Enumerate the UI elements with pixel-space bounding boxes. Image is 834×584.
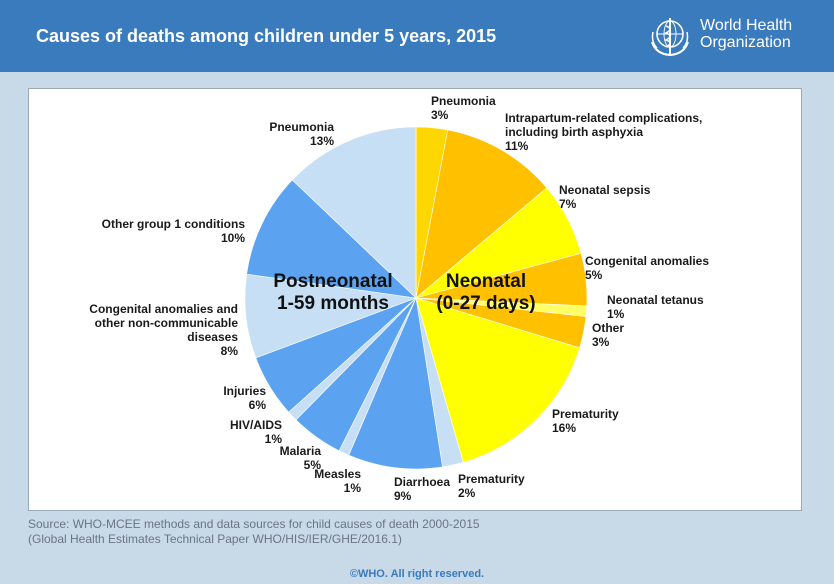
chart-panel: Pneumonia 3% Intrapartum-related complicat…: [28, 88, 802, 511]
slice-name-label: Malaria: [280, 444, 322, 458]
slice-value-label: 5%: [304, 458, 322, 472]
who-emblem-icon: [651, 18, 689, 57]
slice-value-label: 3%: [592, 335, 610, 349]
pie-slice: [415, 129, 548, 299]
slice-name-label: Congenital anomalies: [585, 254, 709, 268]
slice-name-label: Pneumonia: [431, 94, 496, 108]
slice-value-label: 3%: [431, 108, 449, 122]
slice-label: Congenital anomalies 5%: [585, 254, 709, 282]
slice-label: Pneumonia 3%: [431, 94, 496, 122]
slice-value-label: 8%: [221, 344, 239, 358]
group-label: Postneonatal 1-59 months: [273, 271, 392, 314]
pie-chart: Pneumonia 3% Intrapartum-related complicat…: [89, 94, 709, 503]
slice-value-label: 1%: [344, 481, 362, 495]
slice-label: Other group 1 conditions 10%: [102, 217, 246, 245]
source-line-1: Source: WHO-MCEE methods and data source…: [28, 517, 480, 531]
pie-slice: [348, 296, 443, 470]
pie-slice: [246, 179, 417, 299]
slice-name-label: Intrapartum-related complications,: [505, 111, 702, 125]
slice-value-label: 10%: [221, 231, 245, 245]
slice-value-label: 6%: [249, 398, 267, 412]
slice-value-label: 16%: [552, 421, 576, 435]
slice-name-label: Neonatal sepsis: [559, 183, 651, 197]
slice-value-label: 13%: [310, 134, 334, 148]
copyright-text: ©WHO. All right reserved.: [349, 568, 485, 580]
slice-name-label: Injuries: [223, 384, 266, 398]
group-label-line: Postneonatal: [273, 271, 392, 292]
slice-label: Injuries 6%: [223, 384, 266, 412]
slice-label: Congenital anomalies and other non-commun…: [89, 302, 238, 358]
slice-value-label: 7%: [559, 197, 577, 211]
slice-value-label: 9%: [394, 489, 412, 503]
logo-line-2: Organization: [700, 34, 791, 51]
pie-slice: [415, 297, 580, 463]
slice-label: Intrapartum-related complications, includ…: [505, 111, 702, 153]
slice-label: Prematurity 16%: [552, 407, 619, 435]
slice-name-label: HIV/AIDS: [230, 418, 282, 432]
group-label-line: 1-59 months: [277, 293, 389, 314]
slice-value-label: 5%: [585, 268, 603, 282]
slice-name-label: Diarrhoea: [394, 475, 450, 489]
slice-name-label: Pneumonia: [269, 120, 334, 134]
slice-name-label: other non-communicable: [95, 316, 239, 330]
slice-value-label: 1%: [265, 432, 283, 446]
slice-name-label: Other group 1 conditions: [102, 217, 246, 231]
slice-name-label: Other: [592, 321, 624, 335]
header-bar: Causes of deaths among children under 5 …: [0, 0, 834, 72]
page-title: Causes of deaths among children under 5 …: [36, 26, 497, 46]
slice-value-label: 1%: [607, 307, 625, 321]
slice-name-label: Congenital anomalies and: [89, 302, 238, 316]
slice-label: HIV/AIDS 1%: [230, 418, 282, 446]
slice-label: Neonatal tetanus 1%: [607, 293, 704, 321]
logo-text: World Health Organization: [700, 17, 792, 51]
pie-slice: [291, 126, 417, 299]
slice-label: Diarrhoea 9%: [394, 475, 450, 503]
slice-value-label: 11%: [505, 139, 529, 153]
slice-label: Measles 1%: [314, 467, 361, 495]
slice-label: Neonatal sepsis 7%: [559, 183, 651, 211]
source-line-2: (Global Health Estimates Technical Paper…: [28, 532, 402, 546]
slice-label: Malaria 5%: [280, 444, 322, 472]
logo-line-1: World Health: [700, 17, 793, 34]
slice-label: Other 3%: [592, 321, 624, 349]
slice-label: Prematurity 2%: [458, 472, 525, 500]
slice-name-label: Neonatal tetanus: [607, 293, 704, 307]
slice-name-label: Prematurity: [552, 407, 619, 421]
slice-name-label: including birth asphyxia: [505, 125, 643, 139]
slice-label: Pneumonia 13%: [269, 120, 334, 148]
group-label: Neonatal (0-27 days): [436, 271, 535, 314]
source-note: Source: WHO-MCEE methods and data source…: [28, 517, 480, 547]
slice-value-label: 2%: [458, 486, 476, 500]
group-label-line: Neonatal: [446, 271, 526, 292]
slice-name-label: Measles: [314, 467, 361, 481]
who-logo: World Health Organization: [644, 10, 824, 62]
slice-name-label: Prematurity: [458, 472, 525, 486]
slice-name-label: diseases: [187, 330, 238, 344]
group-label-line: (0-27 days): [436, 293, 535, 314]
